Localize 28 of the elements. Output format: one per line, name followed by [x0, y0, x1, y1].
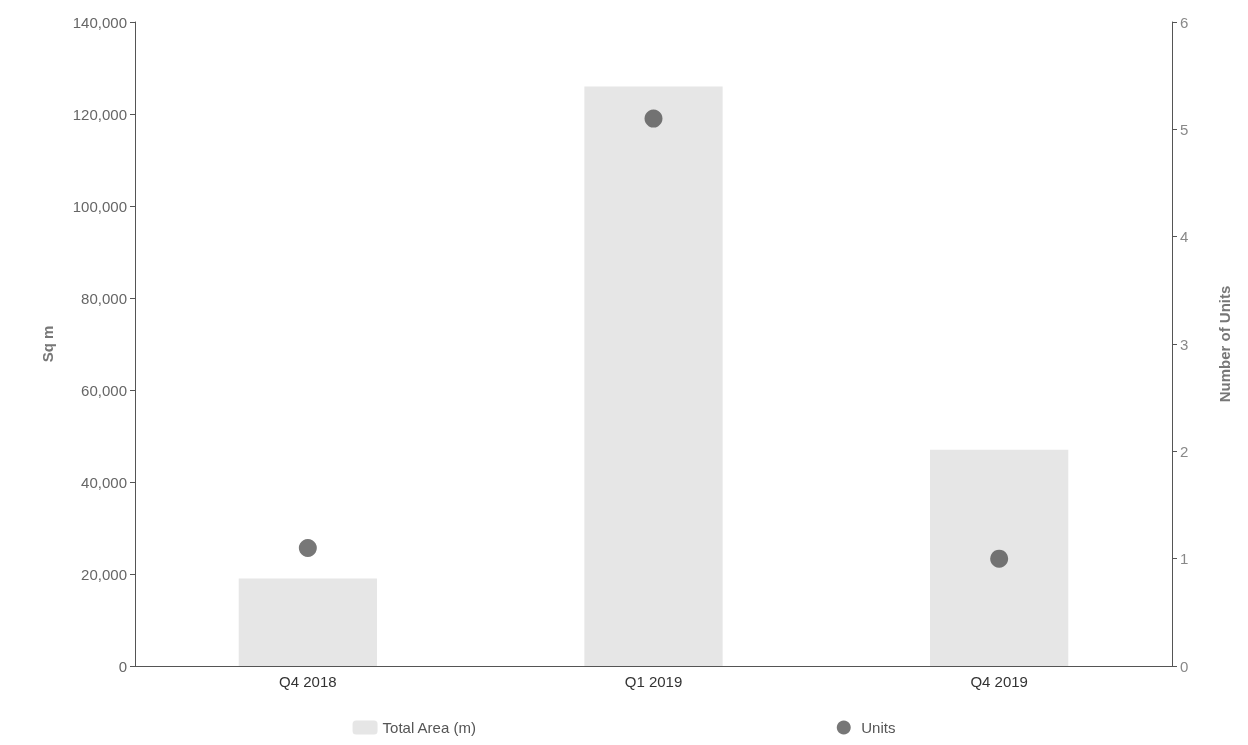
y2-tick-label: 2 — [1180, 442, 1189, 460]
y-tick-label: 60,000 — [81, 381, 127, 399]
y2-tick-label: 3 — [1180, 335, 1189, 353]
bar — [584, 86, 723, 666]
y-tick-label: 0 — [118, 657, 127, 675]
y-axis-title: Sq m — [39, 325, 56, 363]
x-tick-label: Q4 2018 — [279, 673, 337, 690]
point — [990, 549, 1009, 568]
y2-axis-title: Number of Units — [1216, 285, 1233, 403]
x-tick-label: Q1 2019 — [624, 673, 683, 690]
y-tick-label: 140,000 — [72, 13, 127, 31]
y-tick-label: 40,000 — [81, 473, 127, 491]
y-tick-label: 20,000 — [81, 565, 127, 583]
y2-tick-label: 4 — [1180, 228, 1189, 246]
legend-label: Units — [861, 719, 896, 736]
y-tick-label: 100,000 — [72, 197, 127, 215]
y-tick-label: 80,000 — [81, 289, 127, 307]
y2-tick-label: 5 — [1180, 120, 1189, 138]
bar — [930, 449, 1069, 666]
x-tick-label: Q4 2019 — [970, 673, 1028, 690]
legend-label: Total Area (m) — [382, 719, 476, 736]
y-tick-label: 120,000 — [72, 105, 127, 123]
y2-tick-label: 6 — [1180, 13, 1189, 31]
y2-tick-label: 0 — [1180, 657, 1189, 675]
point — [298, 538, 317, 557]
bar — [238, 578, 377, 666]
point — [644, 109, 663, 128]
y2-tick-label: 1 — [1180, 550, 1189, 568]
